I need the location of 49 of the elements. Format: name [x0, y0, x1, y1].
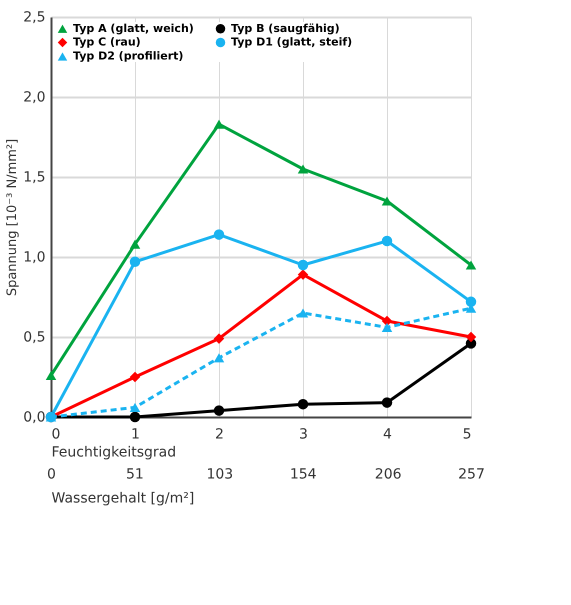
point [130, 412, 140, 422]
legend-label: Typ A (glatt, weich) [73, 22, 194, 35]
x-tick-label: 3 [299, 426, 308, 442]
x-tick-label: 2 [215, 426, 224, 442]
y-tick-label: 0,0 [23, 410, 46, 426]
point [130, 240, 140, 249]
point [466, 332, 476, 342]
legend-label: Typ D2 (profiliert) [73, 50, 184, 62]
x-axis-title: Feuchtigkeitsgrad [52, 444, 176, 460]
x2-tick-label: 154 [290, 466, 317, 482]
point [214, 229, 224, 240]
point [214, 333, 224, 344]
x-tick-label: 1 [131, 426, 140, 442]
point [298, 164, 308, 174]
x2-tick-label: 0 [47, 466, 56, 482]
y-tick-label: 0,5 [23, 330, 46, 346]
point [130, 256, 140, 268]
point [130, 372, 140, 382]
legend-label: Typ C (rau) [73, 36, 141, 48]
y-axis-title: Spannung [10⁻³ N/mm²] [5, 138, 20, 296]
point [382, 236, 392, 246]
x2-tick-label: 257 [458, 466, 485, 482]
point [214, 353, 224, 362]
point [214, 120, 224, 129]
y-tick-label: 1,0 [23, 250, 46, 266]
point [130, 402, 140, 412]
point [298, 269, 308, 280]
x2-tick-label: 103 [206, 466, 234, 482]
x2-tick-label: 206 [374, 466, 402, 482]
point [466, 296, 476, 308]
point [214, 405, 224, 416]
point [298, 308, 308, 318]
y-tick-label: 2,5 [23, 10, 46, 26]
point [382, 322, 392, 332]
y-tick-label: 2,0 [23, 90, 46, 106]
point [466, 260, 476, 270]
point [46, 370, 56, 380]
x-tick-label: 5 [462, 426, 472, 442]
point [298, 398, 308, 410]
x2-axis-title: Wassergehalt [g/m²] [52, 490, 194, 506]
legend-label: Typ D1 (glatt, steif) [231, 36, 352, 48]
point [298, 260, 308, 270]
point [382, 397, 392, 408]
legend-label: Typ B (saugfähig) [231, 22, 340, 35]
y-tick-label: 1,5 [23, 170, 46, 186]
x-tick-label: 4 [383, 426, 392, 442]
x2-tick-label: 51 [126, 466, 144, 482]
point [382, 316, 392, 326]
x-tick-label: 0 [52, 426, 60, 442]
